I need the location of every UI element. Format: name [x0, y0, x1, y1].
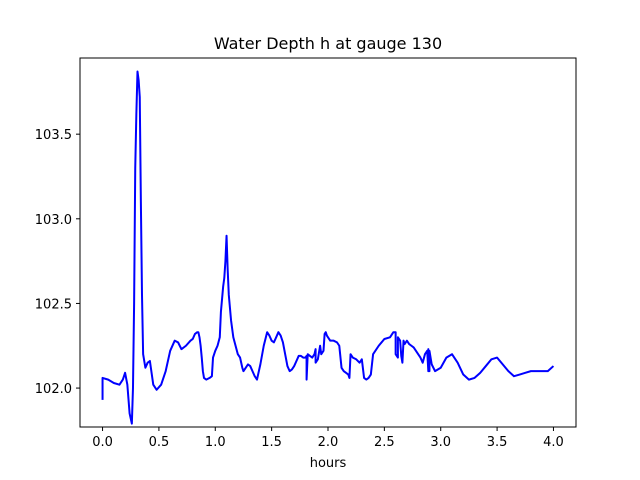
y-tick-label: 102.0 [35, 382, 72, 397]
x-tick-label: 3.0 [430, 435, 451, 450]
series-line-0 [101, 70, 555, 425]
x-tick-label: 2.0 [318, 435, 339, 450]
x-tick-label: 0.0 [92, 435, 113, 450]
y-tick-label: 103.5 [35, 128, 72, 143]
plot-area [101, 70, 555, 425]
x-tick-label: 0.5 [149, 435, 170, 450]
y-tick-label: 103.0 [35, 213, 72, 228]
chart-title: Water Depth h at gauge 130 [214, 34, 442, 53]
x-tick-label: 3.5 [487, 435, 508, 450]
x-tick-label: 4.0 [543, 435, 564, 450]
x-tick-label: 1.0 [205, 435, 226, 450]
x-tick-label: 2.5 [374, 435, 395, 450]
y-tick-label: 102.5 [35, 297, 72, 312]
x-axis-label: hours [310, 456, 347, 471]
x-tick-label: 1.5 [261, 435, 282, 450]
axes: 0.0 0.5 1.0 1.5 2.0 2.5 3.0 3.5 4.0 102.0 102.5 103… [35, 57, 577, 450]
